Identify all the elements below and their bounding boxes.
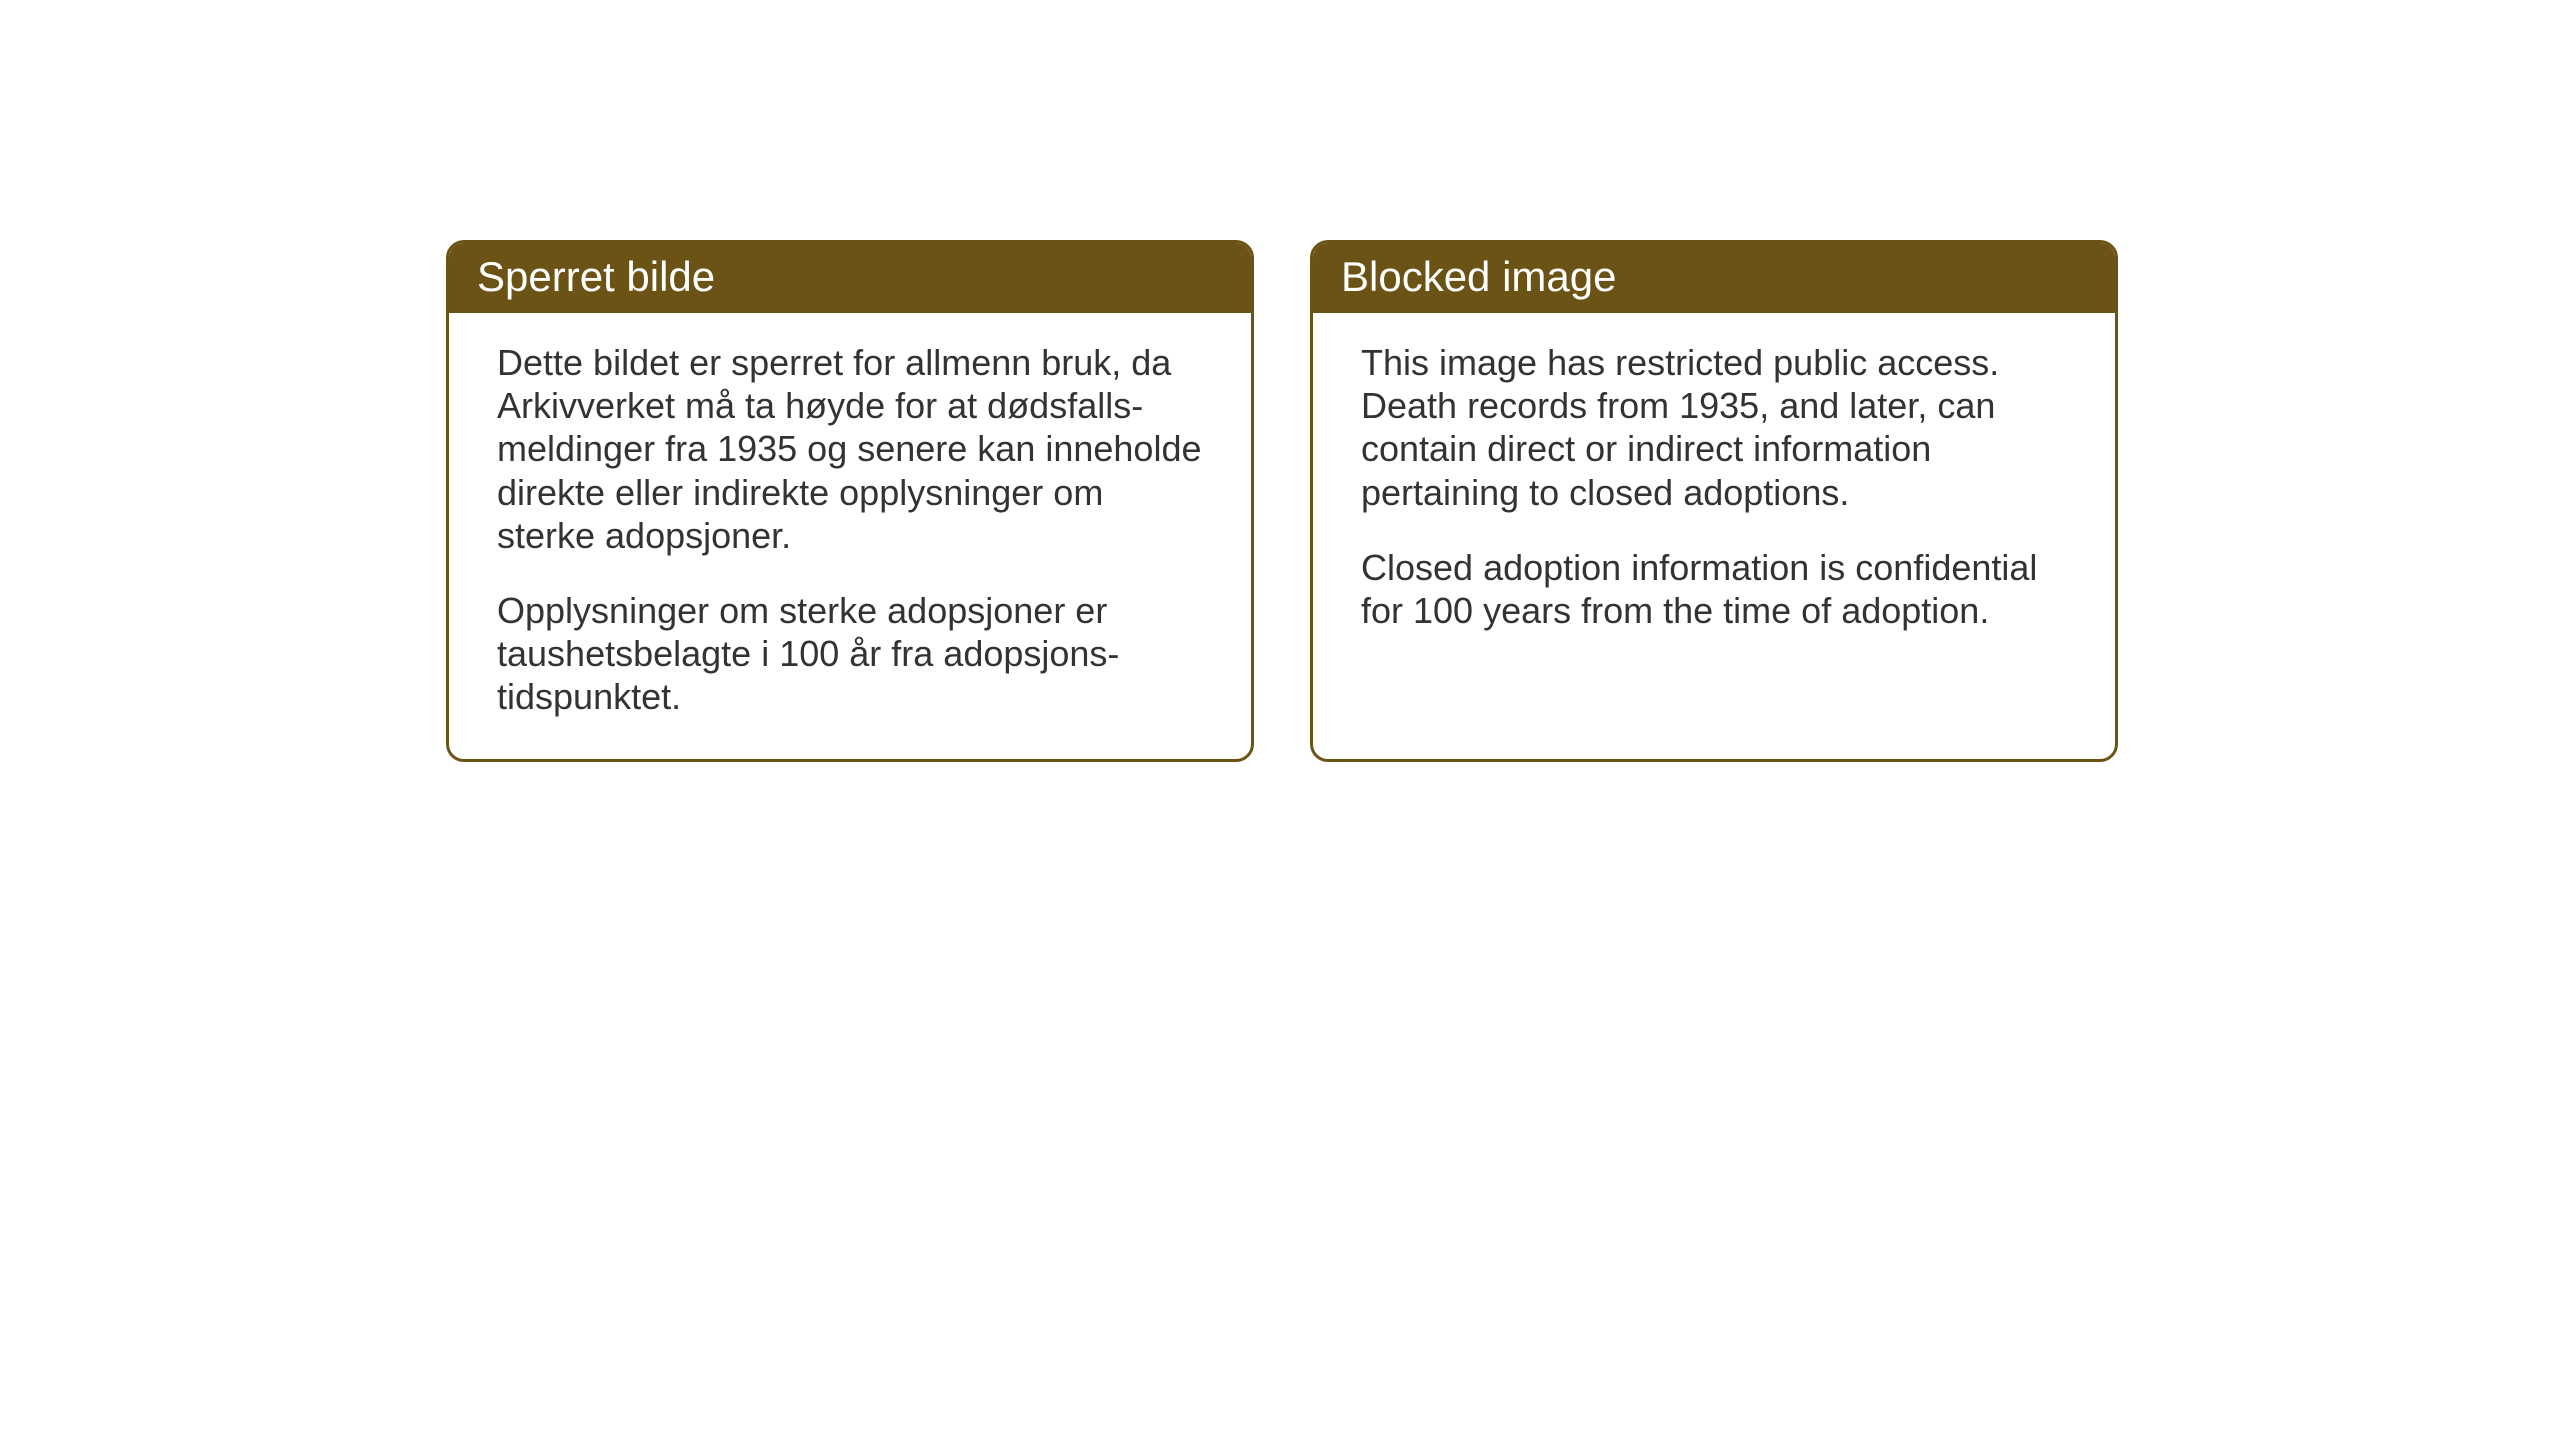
norwegian-notice-card: Sperret bilde Dette bildet er sperret fo… [446,240,1254,762]
notice-cards-container: Sperret bilde Dette bildet er sperret fo… [446,240,2118,762]
english-card-body: This image has restricted public access.… [1313,313,2115,759]
english-notice-card: Blocked image This image has restricted … [1310,240,2118,762]
english-paragraph-2: Closed adoption information is confident… [1361,546,2067,632]
norwegian-card-body: Dette bildet er sperret for allmenn bruk… [449,313,1251,759]
norwegian-paragraph-1: Dette bildet er sperret for allmenn bruk… [497,341,1203,557]
english-paragraph-1: This image has restricted public access.… [1361,341,2067,514]
norwegian-card-title: Sperret bilde [449,243,1251,313]
norwegian-paragraph-2: Opplysninger om sterke adopsjoner er tau… [497,589,1203,719]
english-card-title: Blocked image [1313,243,2115,313]
